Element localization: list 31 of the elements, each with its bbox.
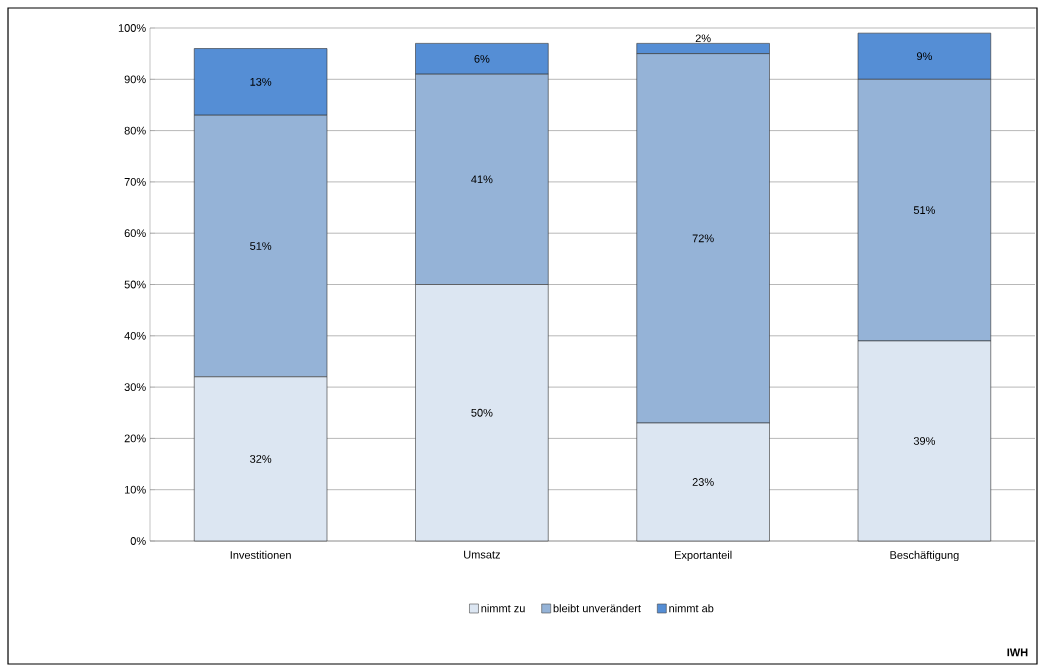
- data-label: 9%: [916, 52, 932, 61]
- data-label: 6%: [474, 54, 490, 63]
- x-tick-label: Exportanteil: [675, 550, 732, 562]
- y-tick-label: 10%: [124, 485, 146, 494]
- y-tick-label: 60%: [124, 229, 146, 238]
- y-tick-label: 50%: [124, 280, 146, 289]
- data-label: 13%: [250, 77, 272, 86]
- y-tick-label: 80%: [124, 126, 146, 135]
- data-label: 41%: [471, 175, 493, 184]
- data-label: 23%: [692, 478, 714, 486]
- data-label: 50%: [471, 408, 493, 417]
- legend-label: nimmt zu: [481, 604, 525, 613]
- data-label: 39%: [913, 437, 935, 445]
- x-tick-label: Beschäftigung: [890, 550, 959, 562]
- x-tick-label: Umsatz: [464, 550, 500, 559]
- y-tick-label: 20%: [124, 434, 146, 443]
- data-label: 2%: [695, 34, 711, 43]
- y-tick-label: 90%: [124, 75, 146, 84]
- data-label: 32%: [250, 455, 272, 463]
- text: IWH: [1007, 648, 1028, 657]
- y-tick-label: 100%: [118, 24, 146, 32]
- data-label: 72%: [692, 234, 714, 243]
- data-label: 51%: [913, 206, 935, 214]
- legend-label: nimmt ab: [669, 604, 714, 613]
- data-label: 51%: [250, 242, 272, 250]
- y-tick-label: 0%: [130, 537, 146, 545]
- y-tick-label: 30%: [124, 383, 146, 391]
- y-tick-label: 70%: [124, 178, 146, 186]
- legend-label: bleibt unverändert: [553, 604, 641, 613]
- y-tick-label: 40%: [124, 331, 146, 340]
- x-tick-label: Investitionen: [230, 550, 291, 559]
